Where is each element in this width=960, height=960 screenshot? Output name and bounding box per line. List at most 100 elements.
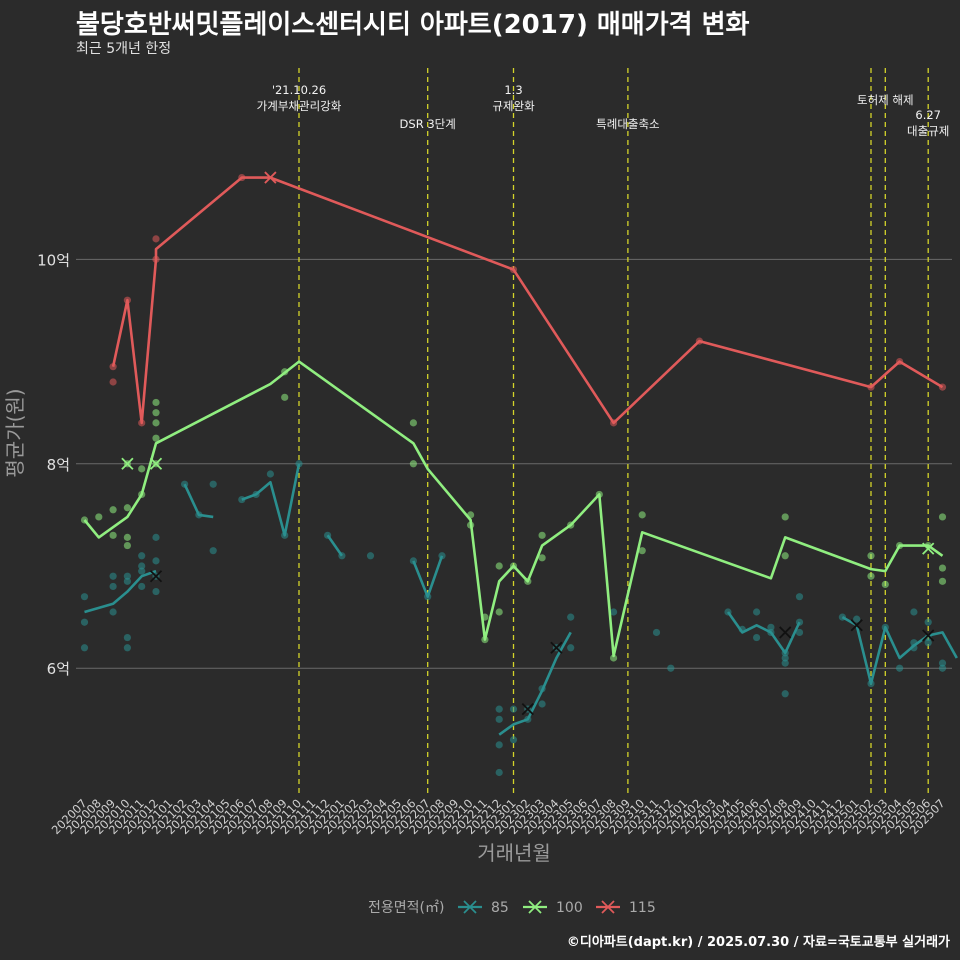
data-point <box>853 615 861 623</box>
data-point <box>781 659 789 667</box>
x-marker-stroke <box>149 570 163 583</box>
x-marker-stroke <box>779 626 792 639</box>
data-point <box>795 593 804 601</box>
event-label: 토허제 해제 <box>857 93 914 107</box>
data-point <box>610 654 618 662</box>
data-point <box>667 664 675 672</box>
data-point <box>123 504 131 512</box>
data-point <box>924 639 932 647</box>
series-line <box>111 176 944 425</box>
chart-subtitle: 최근 5개년 한정 <box>76 41 172 57</box>
event-label: DSR 3단계 <box>400 117 456 131</box>
data-point <box>795 628 804 637</box>
series-line <box>326 534 343 557</box>
data-point <box>509 705 518 713</box>
legend-swatch-x <box>601 900 615 914</box>
y-tick-label: 8억 <box>47 456 70 474</box>
data-point <box>138 567 146 575</box>
y-axis-title: 평균가(원) <box>3 388 27 477</box>
data-point <box>152 434 160 442</box>
data-point <box>123 533 131 541</box>
series-85 <box>80 460 958 777</box>
data-point <box>781 552 789 560</box>
data-point <box>281 393 289 401</box>
series-115 <box>109 171 947 427</box>
data-point <box>781 513 789 521</box>
series-line <box>412 555 444 599</box>
data-point <box>495 741 503 749</box>
series-line <box>84 569 157 614</box>
data-point <box>638 547 646 555</box>
x-marker-stroke <box>121 457 134 470</box>
data-point <box>567 644 575 652</box>
data-point <box>538 531 546 539</box>
data-point <box>109 572 117 580</box>
data-point <box>138 552 146 560</box>
data-point <box>80 593 89 601</box>
data-point <box>938 664 947 672</box>
data-point <box>767 623 775 631</box>
event-label: 대출규제 <box>907 124 949 138</box>
x-marker-stroke <box>521 702 534 716</box>
series-line <box>726 611 801 655</box>
data-point <box>753 608 761 616</box>
data-point <box>610 608 618 616</box>
data-point <box>138 465 146 473</box>
data-point <box>567 613 575 621</box>
series-line <box>498 631 572 736</box>
x-marker-stroke <box>149 457 163 470</box>
data-point <box>123 572 131 580</box>
data-point <box>152 409 160 417</box>
data-point <box>781 654 789 662</box>
data-point <box>209 480 217 488</box>
legend-item: 100 <box>523 900 583 916</box>
x-marker-stroke <box>922 542 935 555</box>
x-axis-title: 거래년월 <box>477 841 551 865</box>
data-point <box>538 700 546 708</box>
data-point <box>366 552 375 560</box>
legend-label: 85 <box>491 900 509 916</box>
y-tick-label: 6억 <box>47 660 70 678</box>
x-marker-stroke <box>850 619 863 632</box>
series-line <box>841 615 958 685</box>
data-point <box>123 541 131 550</box>
x-marker <box>850 619 863 632</box>
data-point <box>495 715 503 723</box>
x-marker-stroke <box>922 629 935 642</box>
data-point <box>938 577 947 585</box>
data-point <box>152 587 160 596</box>
legend-swatch-x <box>528 900 542 914</box>
data-point <box>109 531 117 539</box>
data-point <box>924 618 932 626</box>
legend-item: 85 <box>458 900 509 916</box>
data-point <box>867 552 875 560</box>
data-point <box>109 378 117 386</box>
event-label: 1.3 <box>504 83 522 97</box>
series-100 <box>80 360 947 662</box>
data-point <box>95 513 103 521</box>
data-point <box>138 582 146 591</box>
series-line <box>183 483 214 519</box>
x-marker <box>922 542 935 555</box>
series-line <box>83 360 944 658</box>
data-point <box>409 460 417 468</box>
legend-item: 115 <box>596 900 656 916</box>
data-point <box>80 618 89 626</box>
data-point <box>495 608 503 616</box>
data-point <box>910 608 918 616</box>
legend-label: 115 <box>629 900 656 916</box>
event-label: '21.10.26 <box>272 83 326 97</box>
data-point <box>138 562 146 570</box>
data-point <box>495 768 503 777</box>
data-point <box>938 659 947 667</box>
x-marker <box>264 171 277 184</box>
x-marker <box>779 626 792 639</box>
data-point <box>867 572 875 580</box>
data-point <box>652 628 661 637</box>
x-marker <box>521 702 534 716</box>
data-point <box>753 633 761 642</box>
x-marker <box>550 641 563 654</box>
data-point <box>80 644 89 652</box>
data-point <box>638 511 646 519</box>
